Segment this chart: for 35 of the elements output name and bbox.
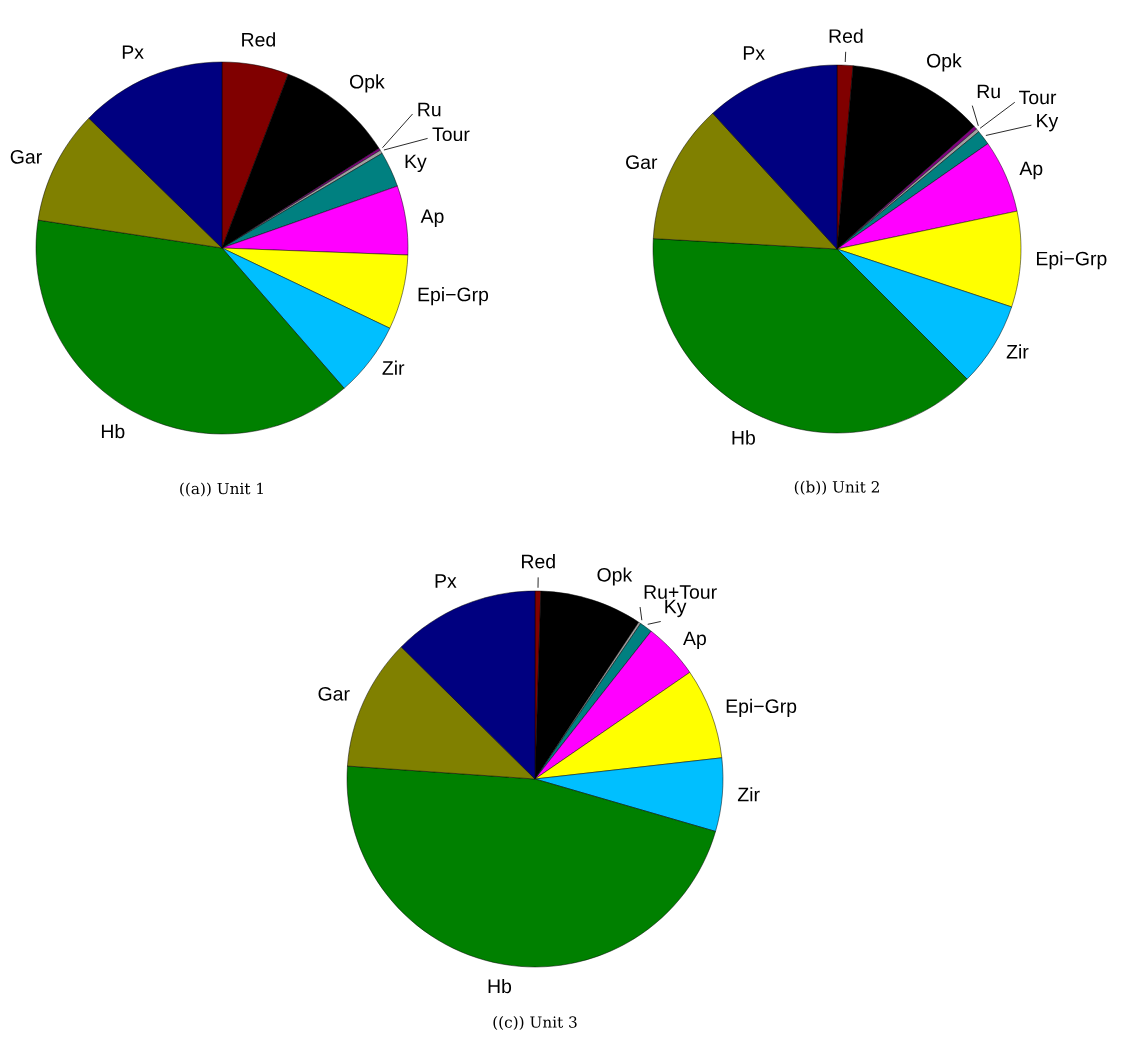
slice-label: Ky — [405, 154, 427, 173]
slice-label: Ap — [420, 209, 444, 227]
slice-label: Tour — [432, 127, 470, 142]
slice-label: Opk — [927, 53, 962, 72]
slice-label: Zir — [382, 360, 405, 375]
slice-label: Epi−Grp — [418, 287, 489, 306]
slice-label: Ap — [683, 631, 706, 650]
text: ((a)) Unit 1 — [180, 482, 263, 497]
slice-label: Ru — [977, 84, 1000, 99]
text: ((b)) Unit 2 — [794, 480, 879, 495]
slice-label: Gar — [318, 686, 350, 701]
slice-label: Red — [242, 32, 275, 47]
slice-label: Red — [829, 28, 863, 43]
slice-label: Px — [743, 46, 765, 60]
slice-label: Hb — [488, 978, 512, 994]
slice-label: Ky — [1037, 113, 1059, 132]
slice-label: Hb — [732, 430, 755, 445]
slice-label: Ap — [1019, 161, 1043, 180]
slice-label: Px — [122, 45, 144, 59]
slice-label: Hb — [101, 424, 125, 439]
slice-label: Gar — [626, 155, 658, 170]
slice-label: Gar — [10, 149, 42, 164]
slice-label: Ru — [418, 102, 441, 117]
slice-label: Ru+Tour — [644, 585, 717, 599]
slice-label: Zir — [1006, 344, 1029, 359]
slice-label: Opk — [597, 567, 633, 586]
slice-label: Red — [522, 554, 555, 569]
slice-label: Epi−Grp — [1037, 251, 1107, 270]
slice-label: Tour — [1019, 90, 1057, 105]
slice-label: Ky — [665, 599, 687, 618]
slice-label: Opk — [349, 74, 385, 93]
slice-label: Epi−Grp — [726, 698, 797, 717]
slice-label: Zir — [737, 787, 760, 802]
text: ((c)) Unit 3 — [493, 1016, 577, 1030]
slice-label: Px — [435, 574, 457, 588]
